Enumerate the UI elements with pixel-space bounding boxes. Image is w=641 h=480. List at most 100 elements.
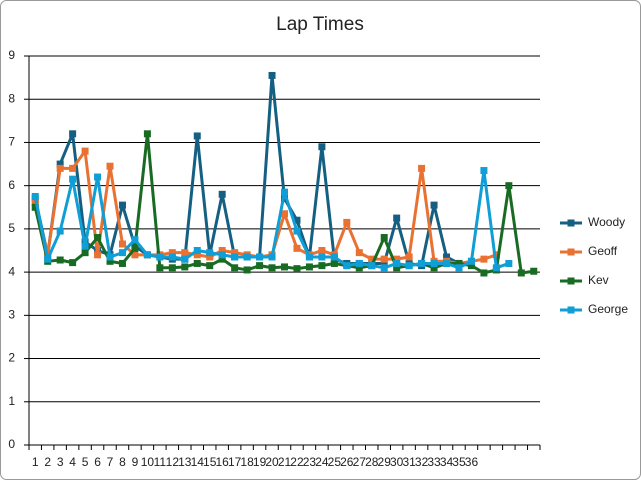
point-marker (318, 253, 326, 261)
point-marker (418, 164, 426, 172)
point-marker (181, 263, 189, 271)
point-marker (505, 259, 513, 267)
y-tick-label: 8 (8, 91, 15, 105)
point-marker (206, 253, 214, 261)
point-marker (492, 264, 500, 272)
point-marker (218, 255, 226, 263)
point-marker (181, 249, 189, 257)
legend-marker (567, 277, 575, 285)
point-marker (480, 269, 488, 277)
x-tick-label: 13 (178, 455, 192, 469)
point-marker (343, 262, 351, 270)
point-marker (318, 143, 326, 151)
point-marker (480, 255, 488, 263)
x-tick-label: 11 (154, 455, 167, 469)
point-marker (181, 255, 189, 263)
x-tick-label: 34 (440, 455, 454, 469)
x-tick-label: 28 (365, 455, 379, 469)
point-marker (193, 132, 201, 140)
x-tick-label: 10 (141, 455, 155, 469)
x-tick-label: 26 (340, 455, 354, 469)
y-tick-label: 5 (8, 221, 15, 235)
point-marker (118, 201, 126, 209)
point-marker (368, 255, 376, 263)
y-tick-label: 2 (8, 351, 15, 365)
legend-marker (567, 306, 575, 314)
point-marker (56, 256, 64, 264)
x-tick-label: 5 (82, 455, 89, 469)
point-marker (143, 251, 151, 259)
x-tick-label: 32 (415, 455, 429, 469)
point-marker (231, 249, 239, 257)
point-marker (405, 262, 413, 270)
point-marker (430, 201, 438, 209)
point-marker (281, 210, 288, 218)
point-marker (256, 253, 264, 261)
x-tick-label: 24 (315, 455, 329, 469)
point-marker (467, 257, 475, 265)
point-marker (393, 214, 401, 222)
x-tick-label: 8 (119, 455, 126, 469)
point-marker (56, 227, 64, 235)
point-marker (380, 255, 388, 263)
x-tick-label: 2 (44, 455, 51, 469)
point-marker (69, 259, 77, 267)
point-marker (94, 251, 102, 259)
point-marker (268, 71, 276, 79)
point-marker (243, 253, 251, 261)
x-tick-label: 25 (328, 455, 342, 469)
point-marker (69, 130, 77, 138)
point-marker (94, 234, 102, 242)
point-marker (455, 259, 463, 267)
point-marker (193, 247, 201, 254)
point-marker (156, 253, 164, 261)
point-marker (380, 264, 388, 272)
y-tick-label: 3 (8, 308, 15, 322)
x-tick-label: 12 (166, 455, 180, 469)
point-marker (380, 234, 388, 242)
point-marker (517, 269, 525, 277)
point-marker (430, 264, 438, 272)
point-marker (56, 164, 64, 172)
point-marker (156, 264, 164, 272)
point-marker (455, 264, 463, 272)
point-marker (330, 259, 338, 267)
point-marker (131, 236, 139, 244)
point-marker (131, 244, 139, 252)
point-marker (405, 253, 413, 261)
chart-title: Lap Times (276, 14, 364, 35)
point-marker (143, 130, 151, 138)
legend-label: Woody (588, 215, 625, 229)
point-marker (94, 173, 102, 181)
point-marker (355, 264, 363, 272)
x-tick-label: 15 (203, 455, 217, 469)
y-tick-label: 9 (8, 48, 15, 62)
point-marker (380, 259, 388, 267)
x-tick-label: 19 (253, 455, 267, 469)
legend-marker (567, 219, 575, 227)
point-marker (293, 227, 301, 235)
point-marker (218, 190, 226, 198)
point-marker (206, 249, 214, 257)
point-marker (368, 262, 376, 270)
point-marker (56, 160, 64, 168)
point-marker (318, 262, 326, 270)
point-marker (231, 253, 239, 261)
point-marker (218, 247, 226, 254)
point-marker (31, 192, 39, 200)
legend-label: Geoff (588, 244, 618, 258)
x-tick-label: 36 (465, 455, 479, 469)
y-tick-label: 7 (8, 135, 15, 149)
point-marker (106, 162, 114, 170)
y-tick-label: 4 (8, 264, 15, 278)
point-marker (393, 255, 401, 263)
point-marker (231, 264, 239, 272)
point-marker (318, 247, 326, 254)
point-marker (281, 188, 288, 196)
point-marker (193, 259, 201, 267)
point-marker (530, 267, 538, 275)
point-marker (268, 253, 276, 261)
y-tick-label: 6 (8, 178, 15, 192)
x-tick-label: 1 (32, 455, 39, 469)
point-marker (480, 167, 488, 175)
